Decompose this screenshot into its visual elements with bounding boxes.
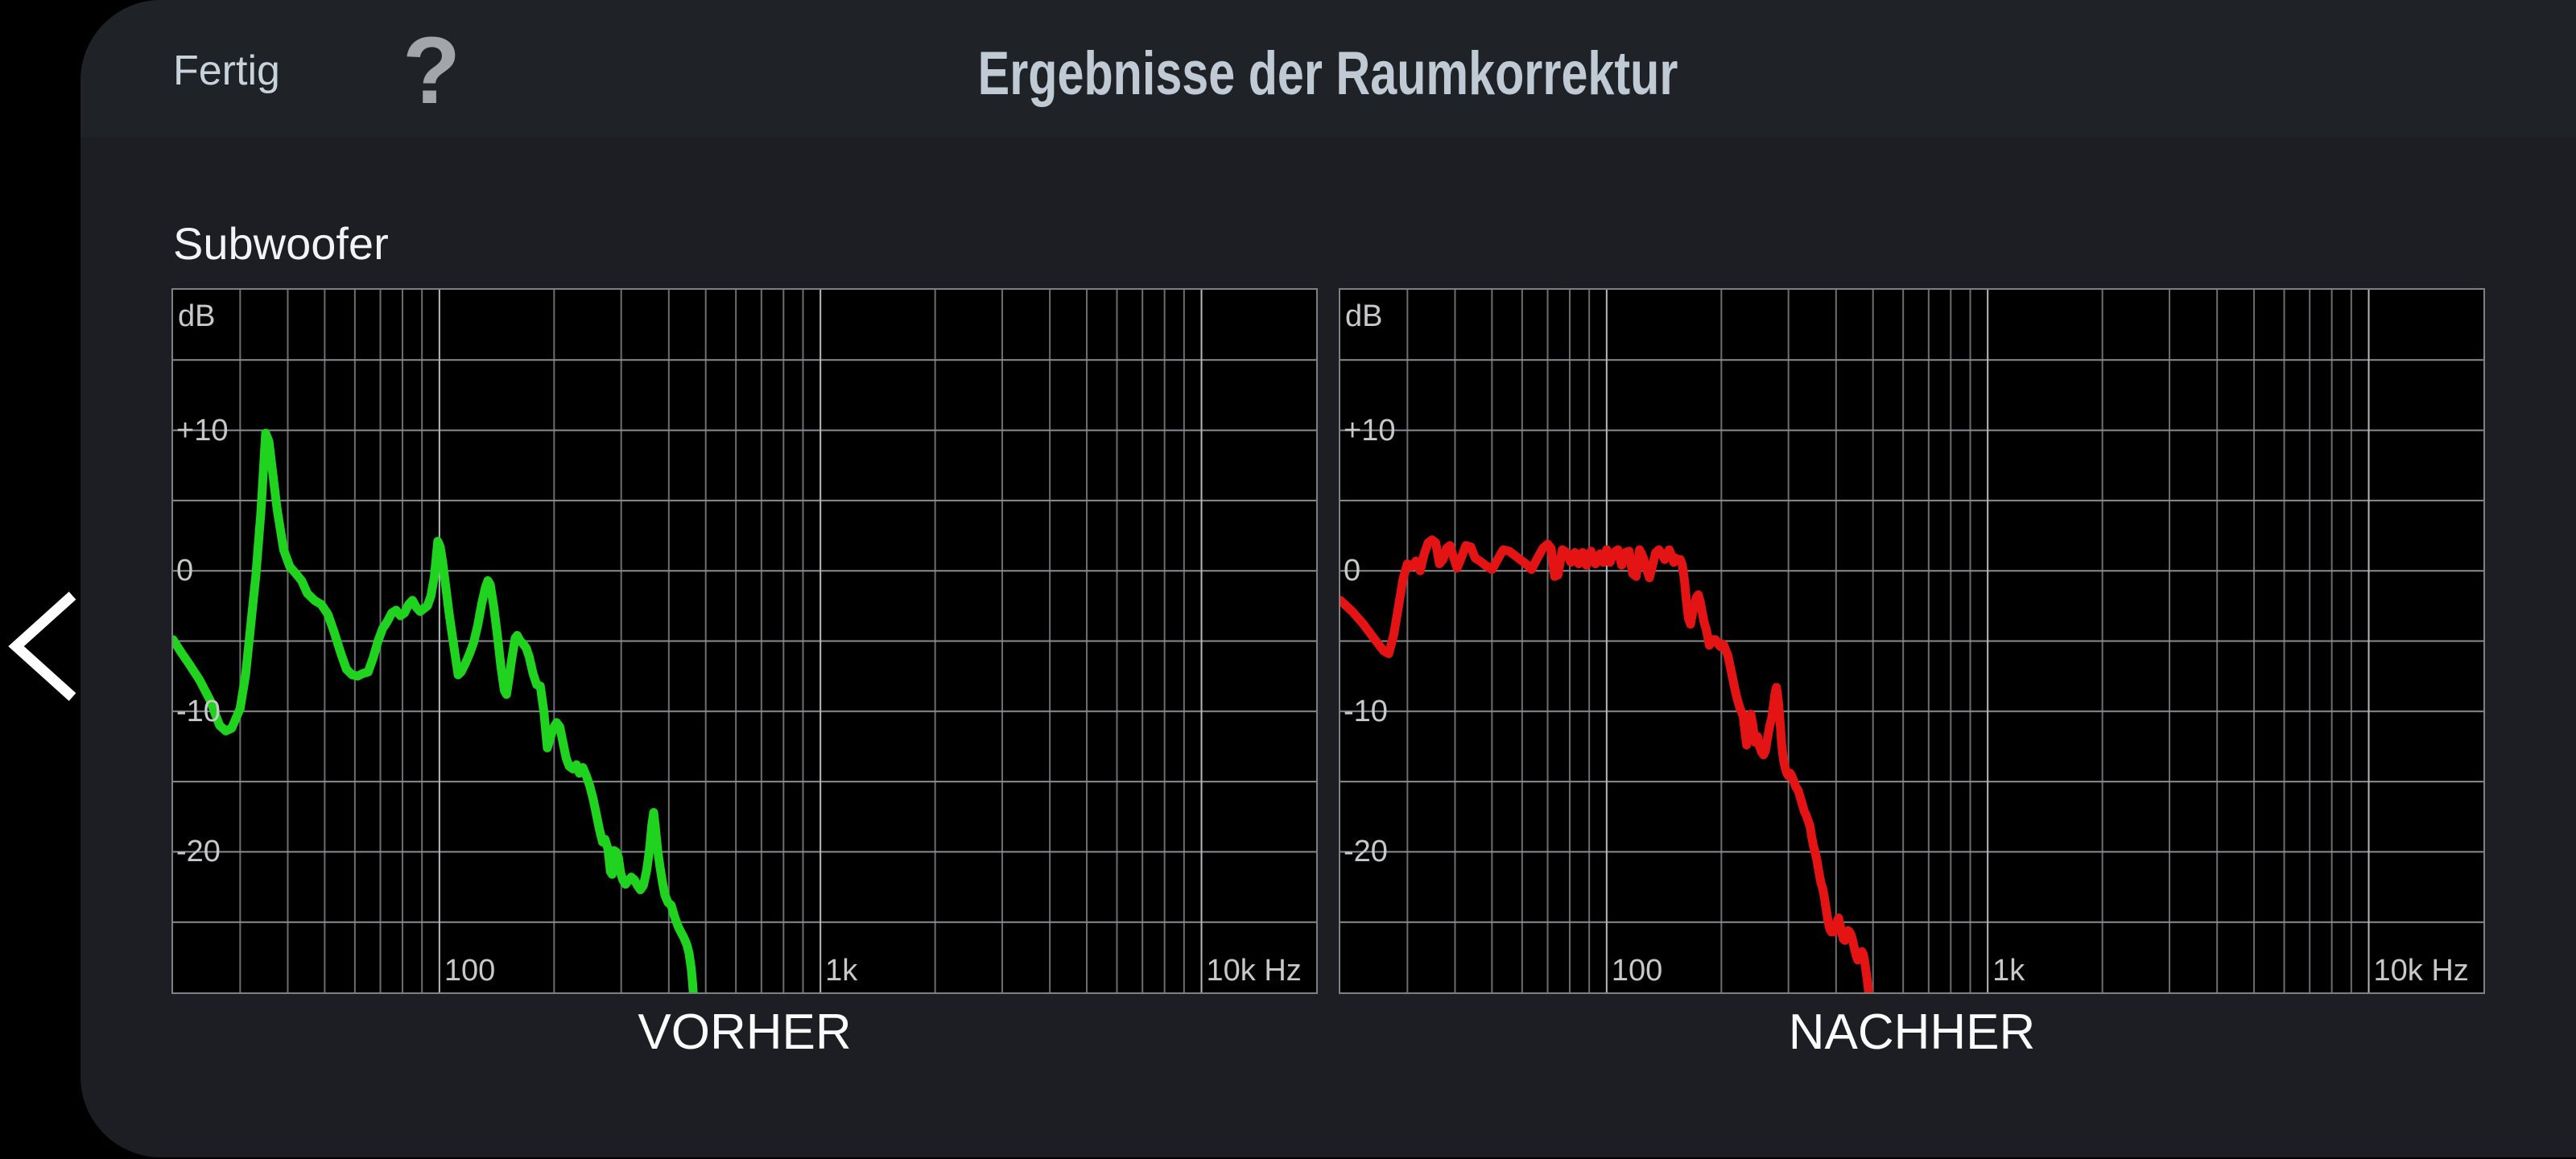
back-chevron-icon[interactable] (8, 590, 80, 703)
chart-grid-canvas (173, 290, 1316, 992)
top-bar (80, 0, 2576, 137)
sheet-panel: Fertig ? Ergebnisse der Raumkorrektur Su… (80, 0, 2576, 1157)
help-icon[interactable]: ? (402, 18, 461, 124)
chart-caption-vorher: VORHER (638, 1004, 852, 1060)
chart-grid-canvas (1340, 290, 2483, 992)
done-button[interactable]: Fertig (173, 47, 280, 94)
chart-caption-nachher: NACHHER (1788, 1004, 2036, 1060)
curve-vorher (173, 428, 698, 992)
chart-vorher: dB +10 0 -10 -20 100 1k 10k Hz (171, 288, 1318, 994)
speaker-label: Subwoofer (173, 218, 389, 269)
curve-nachher (1340, 535, 1873, 992)
chart-nachher: dB +10 0 -10 -20 100 1k 10k Hz (1339, 288, 2485, 994)
